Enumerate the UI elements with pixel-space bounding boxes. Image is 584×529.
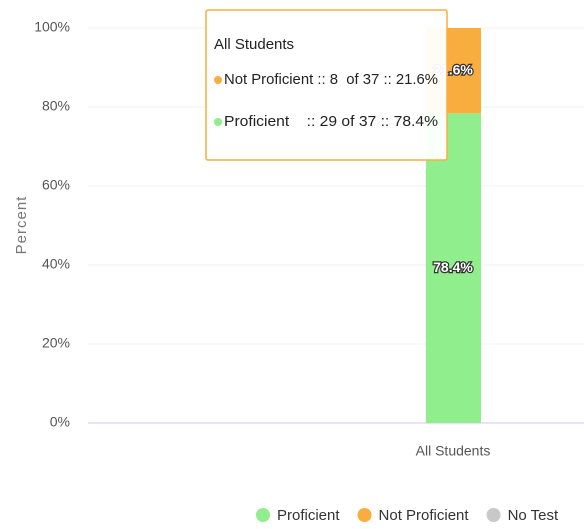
- y-tick-label: 100%: [34, 19, 70, 35]
- y-tick-label: 40%: [42, 256, 70, 272]
- legend-marker: [256, 508, 270, 522]
- tooltip-marker: [214, 76, 222, 84]
- y-tick-label: 80%: [42, 98, 70, 114]
- y-tick-label: 20%: [42, 335, 70, 351]
- legend-label: No Test: [508, 507, 559, 524]
- y-axis-label: Percent: [13, 196, 30, 255]
- legend-marker: [357, 508, 372, 522]
- tooltip-title: All Students: [214, 36, 294, 53]
- legend-label: Proficient: [277, 507, 340, 524]
- value-label: 78.4%: [433, 259, 473, 275]
- y-tick-label: 60%: [42, 177, 70, 193]
- tooltip-box: [205, 9, 448, 161]
- legend-marker: [486, 508, 501, 522]
- bar-segment: [426, 113, 481, 423]
- y-tick-label: 0%: [50, 414, 70, 430]
- x-tick-label: All Students: [416, 443, 491, 459]
- tooltip-marker: [214, 118, 222, 126]
- tooltip-line: Not Proficient :: 8 of 37 :: 21.6%: [224, 71, 438, 88]
- tooltip-line: Proficient :: 29 of 37 :: 78.4%: [224, 113, 438, 130]
- legend-label: Not Proficient: [379, 507, 470, 524]
